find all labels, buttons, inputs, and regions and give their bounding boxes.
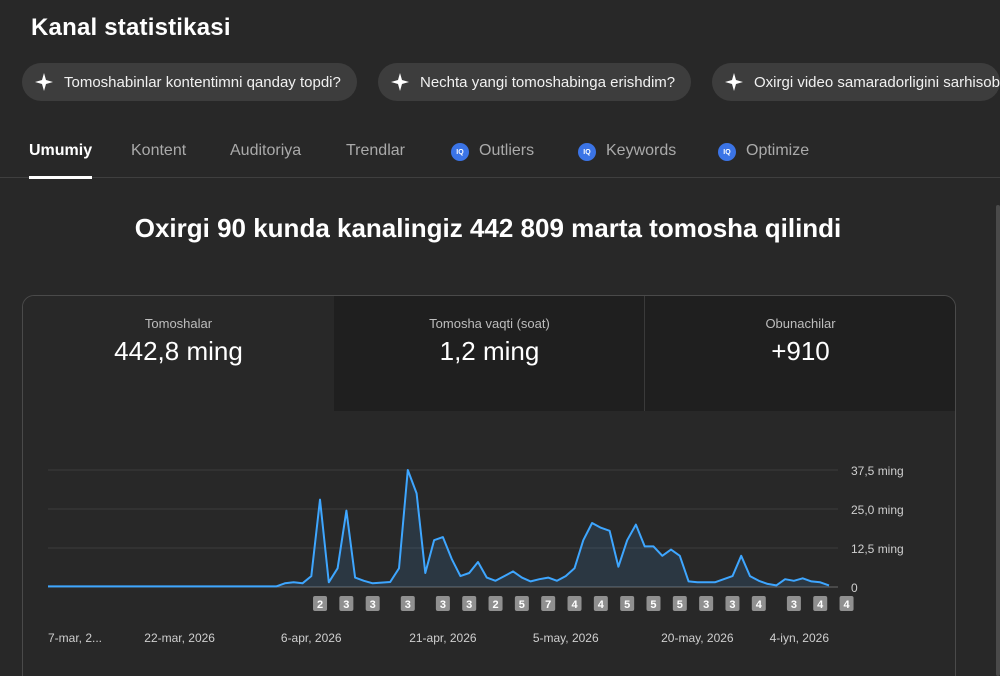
metric-value: 1,2 ming <box>439 336 540 366</box>
tab-label: Kontent <box>131 142 187 159</box>
chip-how-found-content[interactable]: Tomoshabinlar kontentimni qanday topdi? <box>22 63 357 101</box>
iq-icon: IQ <box>718 143 736 161</box>
tab-trends[interactable]: Trendlar <box>346 128 405 178</box>
sparkle-icon <box>35 73 53 91</box>
tab-optimize[interactable]: IQ Optimize <box>718 128 809 178</box>
chip-label: Tomoshabinlar kontentimni qanday topdi? <box>64 73 341 91</box>
overview-card: Tomoshalar 442,8 ming Tomosha vaqti (soa… <box>22 295 956 676</box>
iq-icon: IQ <box>451 143 469 161</box>
tab-audience[interactable]: Auditoriya <box>230 128 301 178</box>
chip-label: Oxirgi video samaradorligini sarhisob <box>754 73 1000 91</box>
page-title: Kanal statistikasi <box>31 14 231 41</box>
tab-bar: Umumiy Kontent Auditoriya Trendlar IQ Ou… <box>0 128 1000 179</box>
tab-outliers[interactable]: IQ Outliers <box>451 128 534 178</box>
metric-divider <box>644 296 645 411</box>
metric-views[interactable]: Tomoshalar 442,8 ming <box>23 296 334 411</box>
iq-icon: IQ <box>578 143 596 161</box>
metric-label: Obunachilar <box>765 316 836 331</box>
tab-overview[interactable]: Umumiy <box>29 128 93 179</box>
summary-headline: Oxirgi 90 kunda kanalingiz 442 809 marta… <box>134 213 842 243</box>
chip-label: Nechta yangi tomoshabinga erishdim? <box>420 73 676 91</box>
tab-label: Umumiy <box>29 142 93 159</box>
tab-label: Trendlar <box>346 142 405 159</box>
chip-latest-video-summary[interactable]: Oxirgi video samaradorligini sarhisob <box>712 63 1000 101</box>
scrollbar[interactable] <box>996 205 1000 676</box>
tab-keywords[interactable]: IQ Keywords <box>578 128 676 178</box>
metric-value: 442,8 ming <box>114 336 243 366</box>
tab-label: Optimize <box>746 142 810 159</box>
chip-new-viewers[interactable]: Nechta yangi tomoshabinga erishdim? <box>378 63 692 101</box>
sparkle-icon <box>391 73 409 91</box>
tab-label: Outliers <box>479 142 535 159</box>
tab-label: Keywords <box>606 142 677 159</box>
metric-label: Tomosha vaqti (soat) <box>429 316 550 331</box>
tab-content[interactable]: Kontent <box>131 128 186 178</box>
metric-subscribers[interactable]: Obunachilar +910 <box>645 296 955 411</box>
metric-label: Tomoshalar <box>144 316 213 331</box>
metric-watch-time[interactable]: Tomosha vaqti (soat) 1,2 ming <box>334 296 645 411</box>
tab-label: Auditoriya <box>230 142 302 159</box>
sparkle-icon <box>725 73 743 91</box>
metric-value: +910 <box>771 336 830 366</box>
